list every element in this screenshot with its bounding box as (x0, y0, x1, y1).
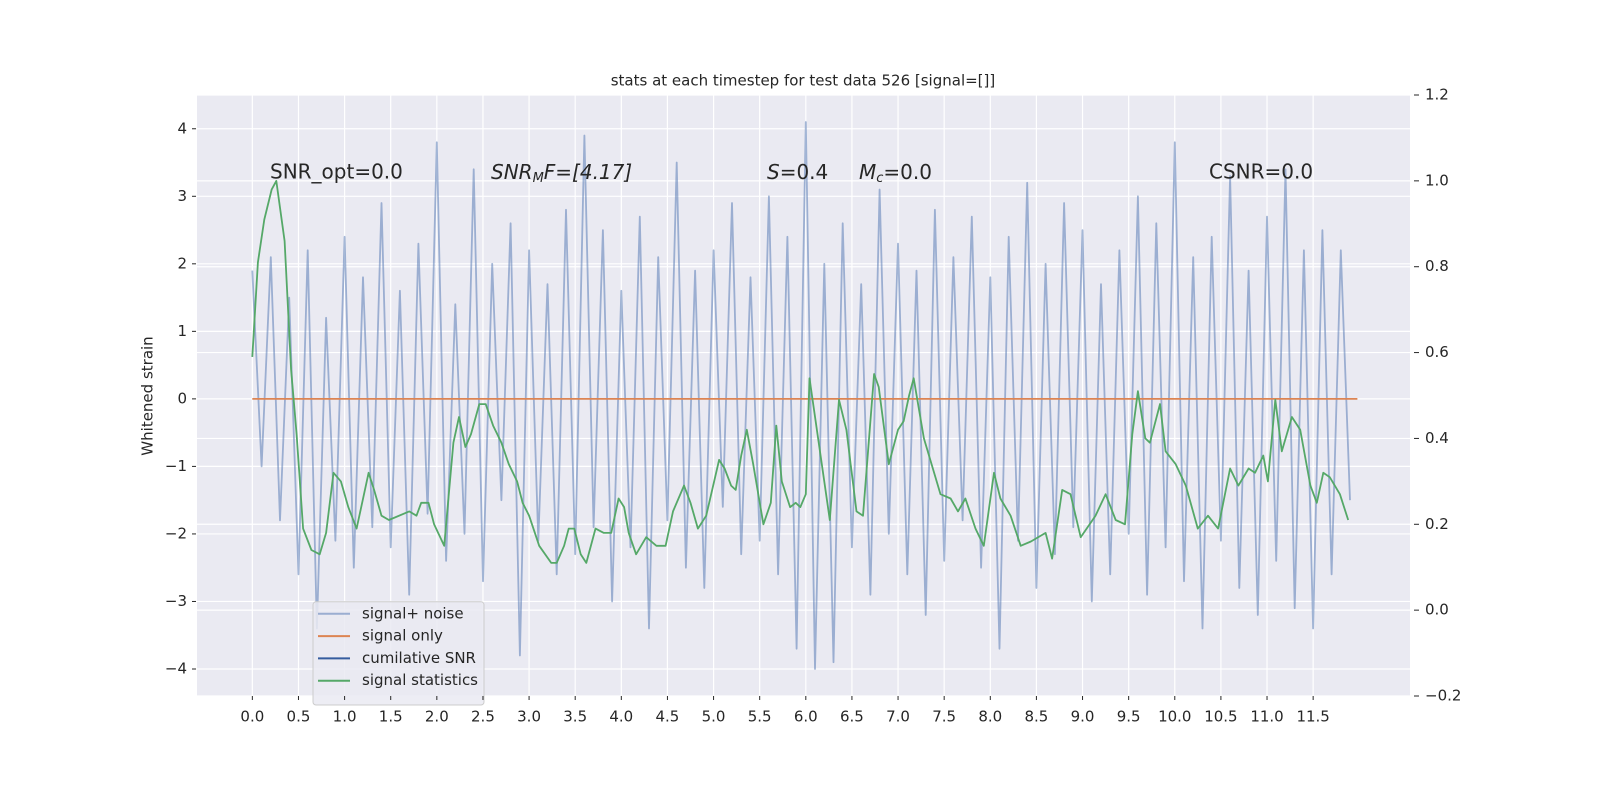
annotation-part: F=[4.17] (544, 160, 632, 184)
legend-label: signal+ noise (362, 604, 464, 622)
legend: signal+ noise signal only cumilative SNR si… (312, 601, 485, 706)
legend-label: signal only (362, 627, 443, 645)
x-tick-label: 0.5 (287, 708, 311, 726)
x-tick-label: 1.0 (333, 708, 357, 726)
annotation-part: SNR (491, 160, 533, 184)
legend-label: signal statistics (362, 671, 478, 689)
y-axis-label: Whitened strain (139, 336, 157, 455)
y-tick-label: 3 (177, 187, 187, 205)
y-tick-label: 2 (177, 254, 187, 272)
x-tick-label: 3.5 (563, 708, 587, 726)
x-tick-label: 6.0 (794, 708, 818, 726)
x-tick-label: 11.5 (1296, 708, 1329, 726)
y-tick-label: 1 (177, 322, 187, 340)
x-tick-label: 7.5 (932, 708, 956, 726)
y-tick-label: −4 (165, 659, 187, 677)
annotation-part: c (876, 171, 883, 186)
x-tick-label: 8.0 (978, 708, 1002, 726)
annotation-part: =0.4 (780, 160, 829, 184)
annotation: SNR_opt=0.0 (270, 160, 403, 184)
legend-label: cumilative SNR (362, 649, 476, 667)
x-tick-label: 2.0 (425, 708, 449, 726)
series-line (251, 121, 1351, 670)
annotation-part: =0.0 (883, 160, 932, 184)
annotation: CSNR=0.0 (1209, 160, 1313, 184)
x-tick-label: 10.5 (1204, 708, 1237, 726)
y-tick-label: −2 (165, 524, 187, 542)
y-tick-label: 0 (177, 389, 187, 407)
y-tick-label: −3 (165, 592, 187, 610)
x-tick-label: 2.5 (471, 708, 495, 726)
x-tick-label: 8.5 (1024, 708, 1048, 726)
y2-tick-label: 0.0 (1425, 601, 1449, 619)
annotation: SNRMF=[4.17] (491, 160, 632, 186)
x-tick-label: 9.5 (1117, 708, 1141, 726)
y2-tick-label: 0.6 (1425, 343, 1449, 361)
x-tick-label: 9.0 (1071, 708, 1095, 726)
annotation-part: S (767, 160, 780, 184)
y2-tick-label: 1.2 (1425, 86, 1449, 104)
y2-tick-label: 1.0 (1425, 171, 1449, 189)
x-tick-label: 5.5 (748, 708, 772, 726)
x-tick-label: 6.5 (840, 708, 864, 726)
y-tick-label: −1 (165, 457, 187, 475)
legend-box (312, 601, 485, 706)
x-tick-label: 10.0 (1158, 708, 1191, 726)
series-line (251, 180, 1350, 564)
y2-tick-label: 0.2 (1425, 515, 1449, 533)
x-tick-label: 3.0 (517, 708, 541, 726)
grid (197, 94, 1410, 697)
annotation-part: M (533, 171, 544, 186)
x-tick-label: 1.5 (379, 708, 403, 726)
y2-tick-label: 0.4 (1425, 429, 1449, 447)
x-tick-label: 4.5 (656, 708, 680, 726)
chart-title: stats at each timestep for test data 526… (611, 72, 996, 90)
y-tick-label: 4 (177, 119, 187, 137)
y2-tick-label: 0.8 (1425, 257, 1449, 275)
x-tick-label: 5.0 (702, 708, 726, 726)
x-tick-label: 0.0 (240, 708, 264, 726)
x-tick-label: 11.0 (1250, 708, 1283, 726)
annotation-part: M (859, 160, 876, 184)
annotation: Mc=0.0 (859, 160, 932, 186)
annotation: S=0.4 (767, 160, 828, 184)
plot-lines (251, 121, 1358, 670)
x-tick-label: 7.0 (886, 708, 910, 726)
y2-tick-label: −0.2 (1425, 687, 1461, 705)
x-tick-label: 4.0 (609, 708, 633, 726)
